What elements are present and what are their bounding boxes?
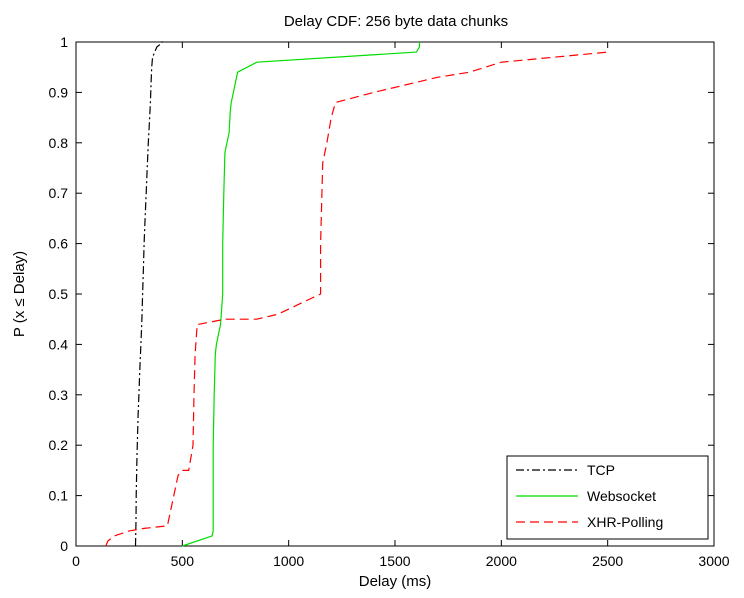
y-tick-label: 0.5 [49, 286, 69, 302]
x-tick-label: 500 [171, 553, 195, 569]
x-tick-label: 3000 [698, 553, 729, 569]
y-tick-label: 0.7 [49, 185, 69, 201]
y-tick-label: 0.1 [49, 488, 69, 504]
x-tick-label: 1500 [379, 553, 410, 569]
y-tick-label: 1 [60, 34, 68, 50]
x-axis-ticks: 0 500 1000 1500 2000 2500 3000 [72, 42, 730, 569]
legend-box [506, 455, 709, 540]
legend-label-xhr-polling: XHR-Polling [587, 514, 663, 530]
x-tick-label: 2500 [592, 553, 623, 569]
legend-label-websocket: Websocket [587, 488, 656, 504]
legend: TCP Websocket XHR-Polling [506, 455, 709, 540]
x-axis-label: Delay (ms) [359, 573, 432, 590]
series-line-tcp [134, 41, 164, 547]
x-tick-label: 1000 [273, 553, 304, 569]
y-axis-label: P (x ≤ Delay) [11, 251, 28, 337]
x-tick-label: 0 [72, 553, 80, 569]
y-tick-label: 0.8 [49, 135, 69, 151]
x-tick-label: 2000 [486, 553, 517, 569]
y-tick-label: 0.4 [49, 336, 69, 352]
y-tick-label: 0.2 [49, 437, 69, 453]
chart-title: Delay CDF: 256 byte data chunks [284, 13, 508, 30]
series-line-xhr-polling [105, 51, 608, 547]
y-tick-label: 0.3 [49, 387, 69, 403]
y-tick-label: 0 [60, 538, 68, 554]
series-lines [105, 41, 608, 547]
legend-label-tcp: TCP [587, 462, 615, 478]
y-tick-label: 0.9 [49, 84, 69, 100]
y-axis-ticks: 0 0.1 0.2 0.3 0.4 0.5 0.6 0.7 0.8 0.9 1 [49, 34, 714, 554]
series-line-websocket [182, 42, 421, 547]
y-tick-label: 0.6 [49, 236, 69, 252]
